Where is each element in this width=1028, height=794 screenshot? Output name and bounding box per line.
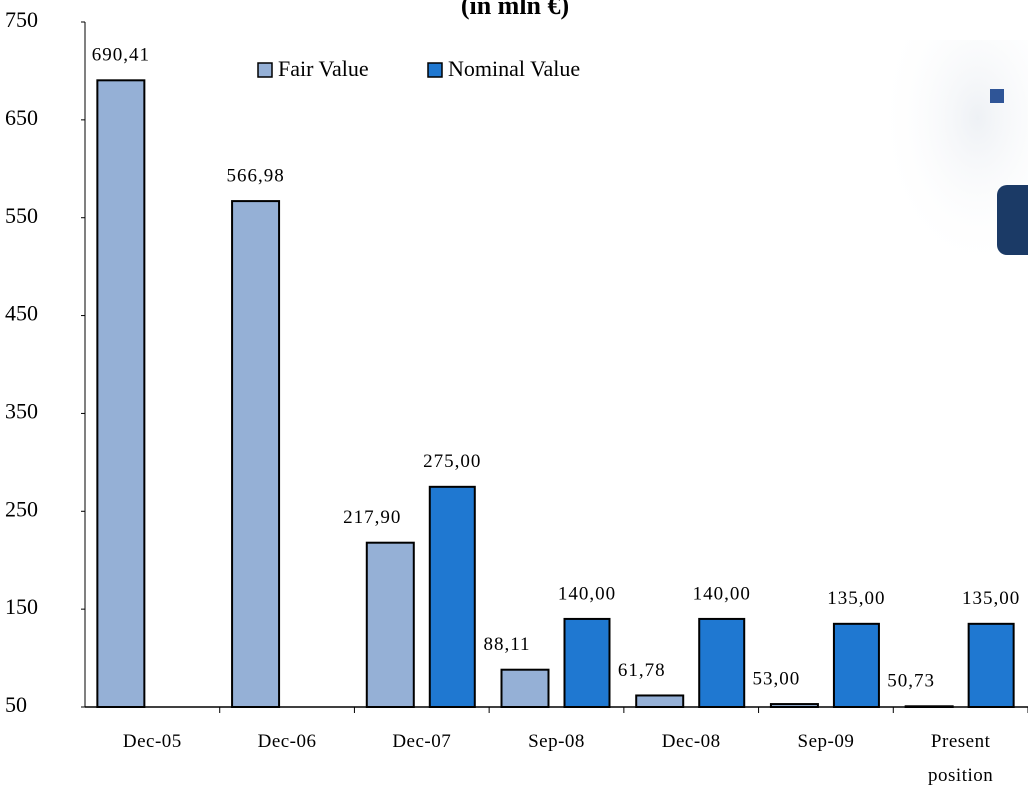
legend-swatch (427, 62, 443, 78)
y-tick-label: 50 (5, 692, 27, 717)
bar (832, 622, 880, 708)
legend-label: Fair Value (278, 56, 369, 81)
y-tick-label: 750 (5, 7, 38, 32)
x-tick-label: Dec-05 (122, 731, 182, 752)
bar (563, 617, 611, 709)
value-label: 140,00 (693, 583, 751, 604)
x-tick-label: Dec-06 (257, 731, 317, 752)
background-glow (860, 40, 1028, 300)
value-label: 88,11 (483, 634, 530, 655)
value-label: 135,00 (962, 588, 1020, 609)
value-label: 140,00 (558, 583, 616, 604)
bar (769, 703, 819, 708)
x-tick-label: Sep-08 (528, 731, 585, 752)
x-tick-label: Dec-07 (392, 731, 452, 752)
y-tick-label: 250 (5, 496, 38, 521)
bar (698, 617, 746, 709)
bar (428, 485, 476, 709)
value-label: 690,41 (92, 45, 150, 66)
bar (231, 200, 281, 708)
value-label: 217,90 (343, 507, 401, 528)
value-label: 53,00 (753, 668, 801, 689)
decor-square (990, 89, 1004, 103)
y-tick-label: 350 (5, 398, 38, 423)
value-label: 50,73 (887, 671, 935, 692)
y-tick-label: 550 (5, 203, 38, 228)
x-tick-label: Dec-08 (661, 731, 721, 752)
decor-panel (997, 185, 1028, 255)
chart-title: (in mln €) (461, 0, 569, 20)
value-label: 275,00 (423, 451, 481, 472)
bar (365, 541, 415, 709)
bar (904, 705, 954, 709)
legend-label: Nominal Value (448, 56, 580, 81)
x-tick-label: Present position (928, 731, 994, 786)
y-tick-label: 450 (5, 301, 38, 326)
value-label: 566,98 (226, 165, 284, 186)
bar (500, 668, 550, 709)
value-label: 61,78 (618, 660, 666, 681)
bar (96, 79, 146, 709)
value-label: 135,00 (827, 588, 885, 609)
legend-swatch (257, 62, 273, 78)
bar (967, 622, 1015, 708)
y-tick-label: 650 (5, 105, 38, 130)
y-tick-label: 150 (5, 594, 38, 619)
x-tick-label: Sep-09 (797, 731, 855, 752)
bar (635, 694, 685, 708)
